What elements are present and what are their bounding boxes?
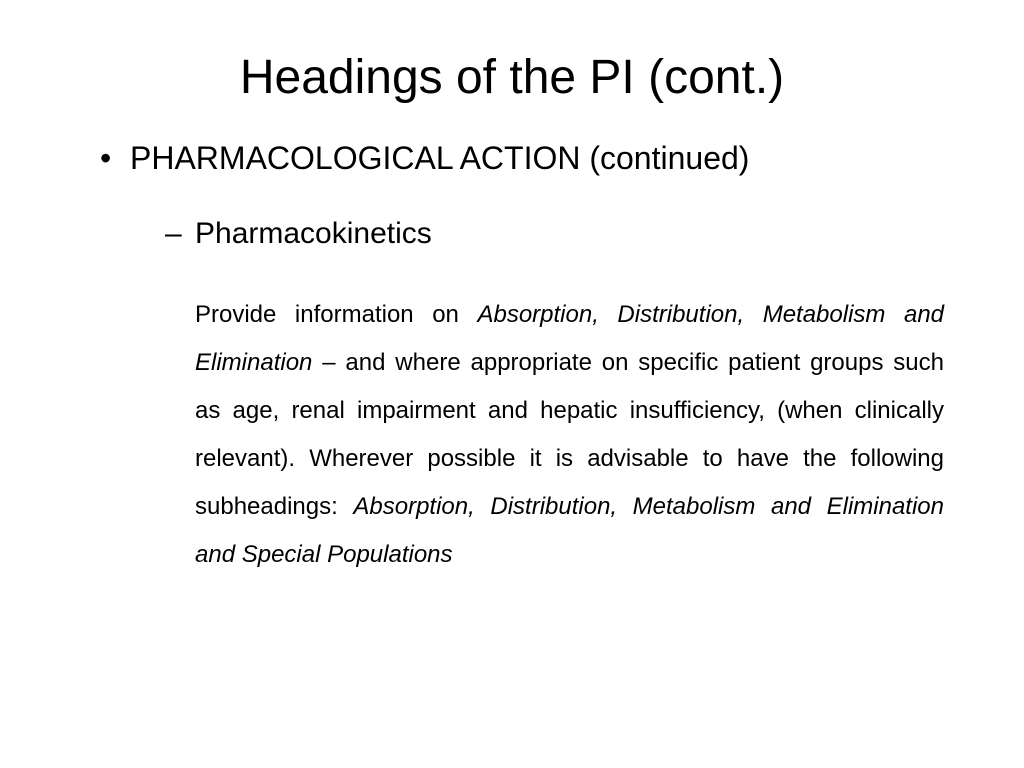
body-paragraph: Provide information on Absorption, Distr… [130, 291, 954, 579]
level2-item: Pharmacokinetics [165, 217, 954, 251]
bullet-list-level1: PHARMACOLOGICAL ACTION (continued) Pharm… [70, 140, 954, 579]
slide-title: Headings of the PI (cont.) [70, 50, 954, 105]
body-text-part-a: Provide information on [195, 301, 477, 328]
slide-container: Headings of the PI (cont.) PHARMACOLOGIC… [0, 0, 1024, 768]
level1-text: PHARMACOLOGICAL ACTION (continued) [130, 140, 749, 176]
level2-text: Pharmacokinetics [195, 217, 432, 250]
level1-item: PHARMACOLOGICAL ACTION (continued) Pharm… [100, 140, 954, 579]
bullet-list-level2: Pharmacokinetics [130, 217, 954, 251]
